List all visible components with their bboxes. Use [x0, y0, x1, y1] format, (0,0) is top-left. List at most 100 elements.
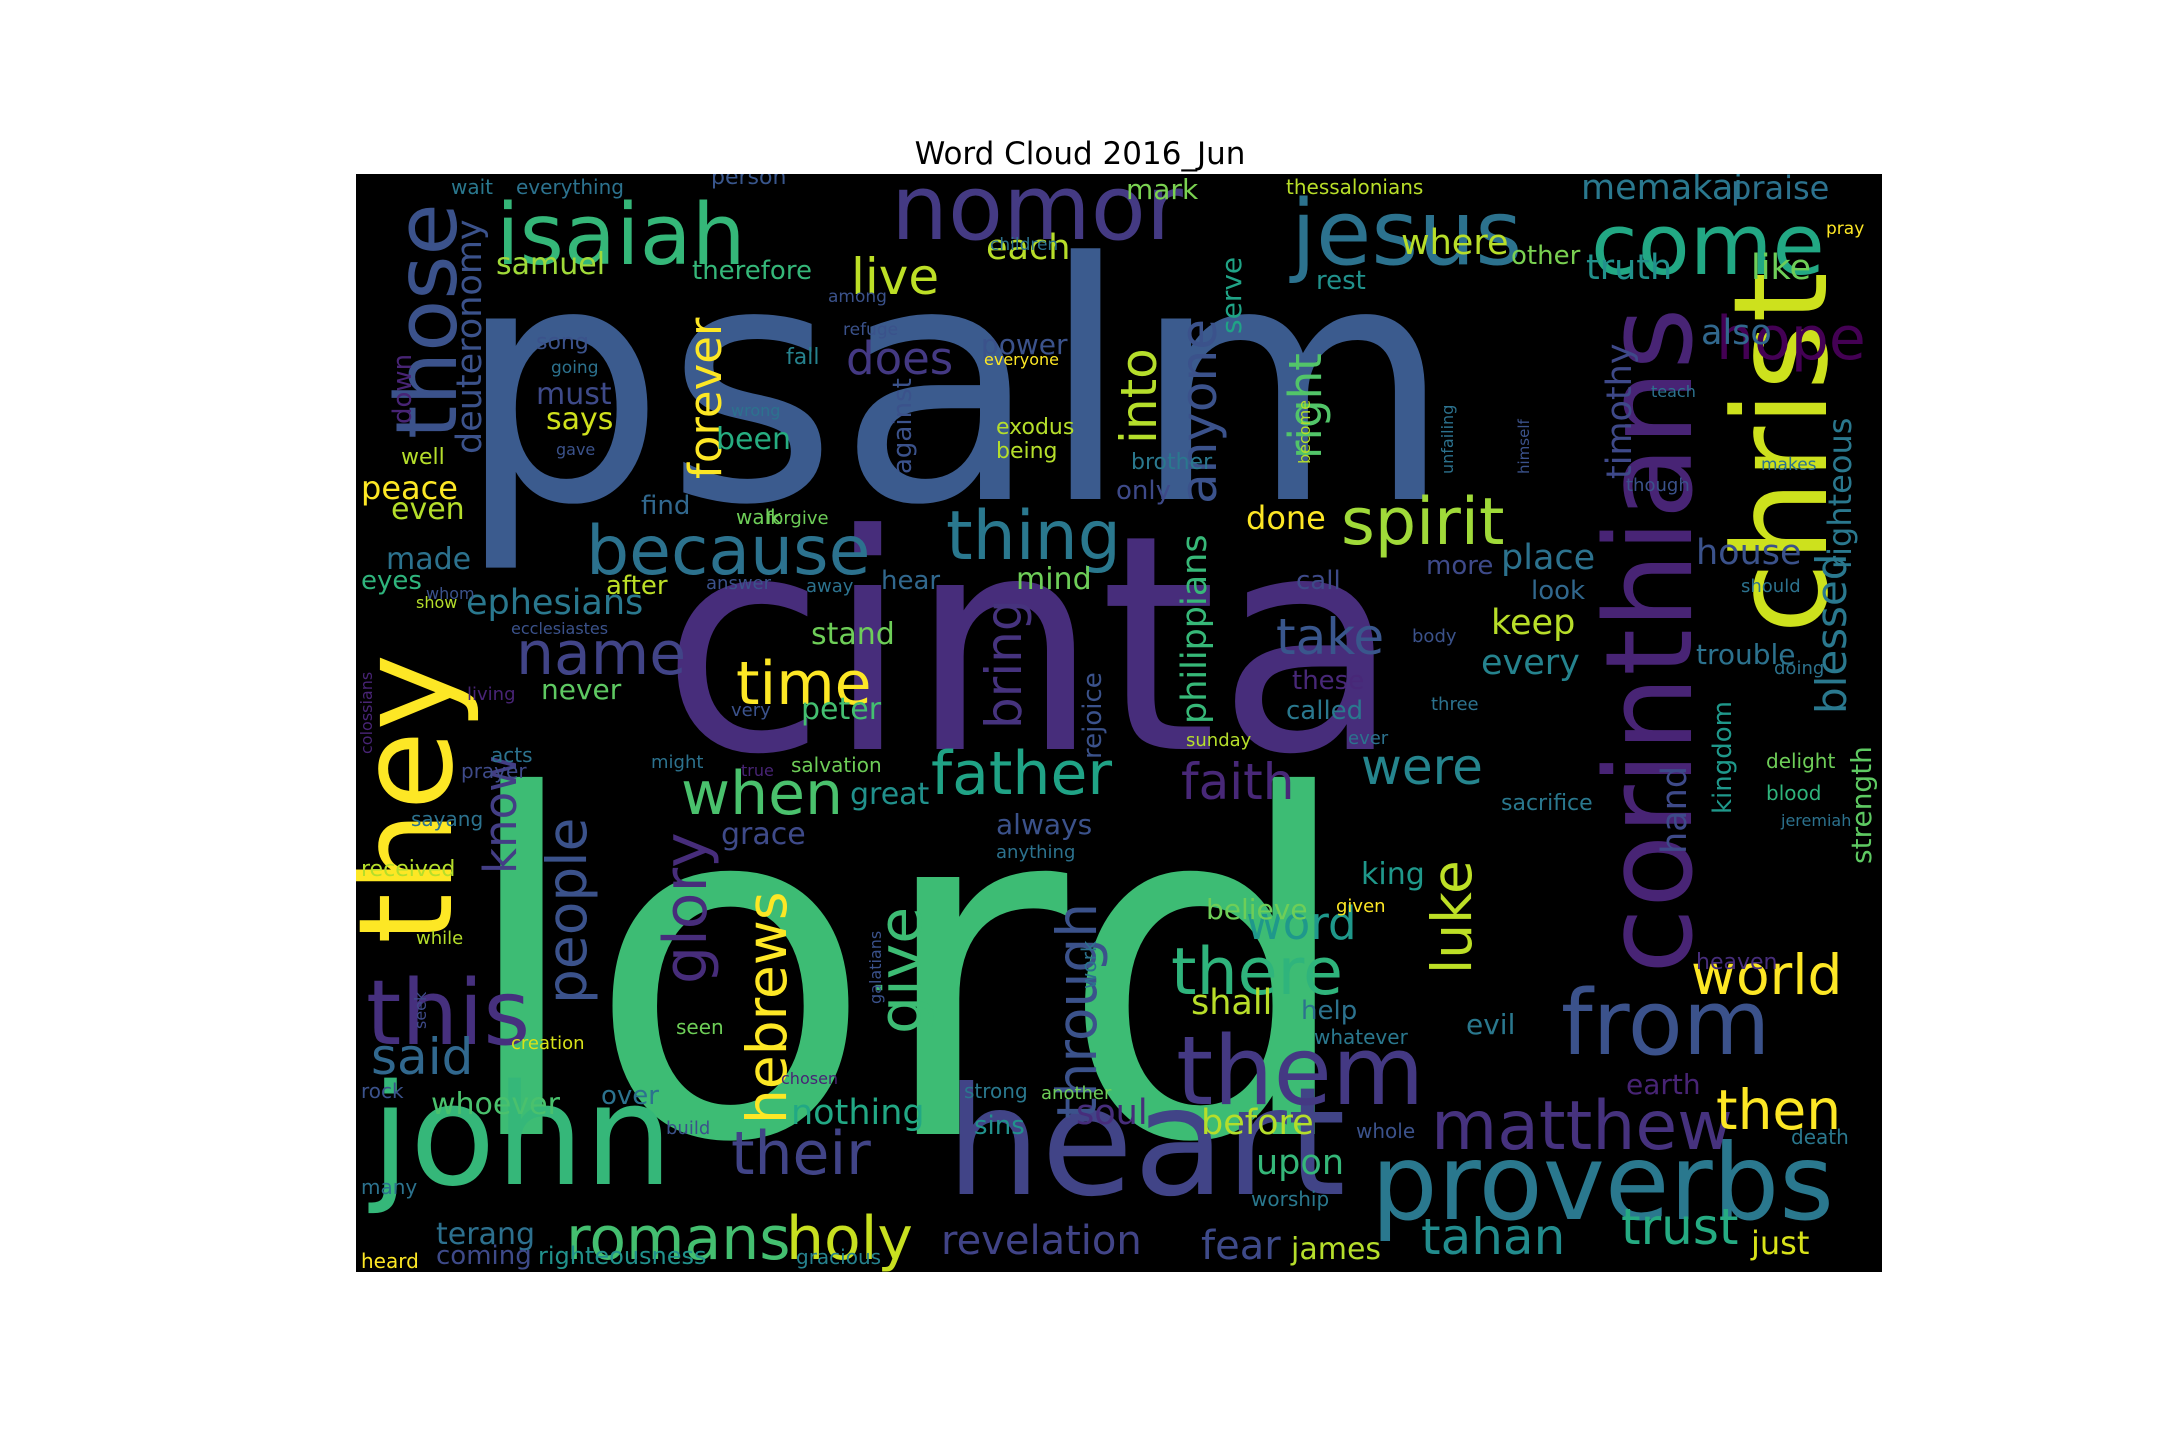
word-were: were — [1361, 738, 1483, 796]
word-makes: makes — [1761, 455, 1817, 475]
word-brother: brother — [1131, 450, 1213, 475]
word-help: help — [1301, 996, 1357, 1026]
word-peace: peace — [361, 469, 458, 507]
word-faith: faith — [1181, 753, 1294, 811]
word-glory: glory — [651, 832, 721, 984]
word-only: only — [1116, 476, 1171, 506]
word-psalm: psalm — [456, 193, 1453, 577]
word-into: into — [1110, 348, 1168, 444]
word-down: down — [388, 354, 418, 424]
word-grace: grace — [721, 817, 806, 852]
word-through: through — [1045, 903, 1109, 1119]
word-given: given — [1336, 896, 1386, 917]
word-therefore: therefore — [692, 256, 812, 286]
word-lord: lord — [456, 698, 1357, 1245]
word-spirit: spirit — [1341, 485, 1504, 560]
word-righteousness: righteousness — [538, 1242, 707, 1270]
word-death: death — [1791, 1125, 1849, 1149]
word-cloud-canvas: lord psalm cinta heart john christ corinthians… — [356, 174, 1882, 1272]
word-holy: holy — [786, 1204, 913, 1272]
word-walk: walk — [736, 505, 782, 529]
word-living: living — [467, 684, 516, 705]
word-though: though — [1626, 475, 1690, 496]
word-soul: soul — [1076, 1093, 1148, 1133]
word-rejoice: rejoice — [1078, 672, 1108, 759]
word-serve: serve — [1215, 257, 1248, 334]
word-doing: doing — [1774, 658, 1824, 679]
word-hope: hope — [1716, 304, 1866, 374]
word-house: house — [1696, 533, 1802, 573]
word-mark: mark — [1126, 174, 1199, 206]
word-ecclesiastes: ecclesiastes — [511, 619, 608, 638]
word-where: where — [1401, 223, 1509, 263]
word-memakai: memakai — [1581, 174, 1743, 208]
word-jesus: jesus — [1289, 181, 1522, 286]
word-corinthians: corinthians — [1581, 307, 1720, 974]
word-each: each — [986, 228, 1070, 268]
word-blessed: blessed — [1807, 554, 1856, 714]
word-should: should — [1741, 576, 1801, 597]
word-evil: evil — [1466, 1008, 1515, 1041]
word-take: take — [1276, 608, 1384, 666]
word-whoever: whoever — [431, 1087, 561, 1122]
word-work: work — [1077, 940, 1101, 989]
word-eyes: eyes — [361, 566, 422, 596]
word-answer: answer — [706, 573, 772, 594]
word-stand: stand — [811, 617, 895, 652]
word-show: show — [416, 593, 457, 612]
word-strength: strength — [1845, 746, 1878, 864]
word-forgive: forgive — [766, 508, 829, 529]
word-gracious: gracious — [796, 1245, 881, 1269]
word-nothing: nothing — [791, 1093, 925, 1133]
word-rest: rest — [1316, 266, 1366, 296]
word-person: person — [711, 174, 786, 190]
word-find: find — [641, 491, 690, 521]
word-everything: everything — [516, 175, 624, 199]
word-trouble: trouble — [1696, 638, 1796, 671]
word-heart: heart — [946, 1056, 1346, 1230]
word-whole: whole — [1356, 1119, 1415, 1143]
word-coming: coming — [436, 1241, 532, 1271]
word-anyone: anyone — [1170, 319, 1228, 504]
word-proverbs: proverbs — [1371, 1122, 1834, 1244]
word-hebrews: hebrews — [735, 892, 799, 1125]
word-they: they — [356, 654, 482, 944]
word-from: from — [1561, 971, 1770, 1076]
word-blood: blood — [1766, 781, 1821, 805]
word-shall: shall — [1191, 983, 1272, 1023]
word-trust: trust — [1621, 1198, 1739, 1256]
word-received: received — [361, 857, 455, 882]
word-whom: whom — [426, 584, 475, 603]
word-timothy: timothy — [1600, 343, 1640, 479]
word-nomor: nomor — [891, 174, 1183, 261]
word-exodus: exodus — [996, 415, 1074, 440]
word-among: among — [828, 287, 887, 307]
word-mind: mind — [1016, 562, 1092, 597]
word-gave: gave — [556, 440, 595, 459]
word-people: people — [535, 818, 599, 1004]
word-fall: fall — [786, 345, 819, 370]
word-always: always — [996, 808, 1092, 841]
word-other: other — [1511, 241, 1581, 271]
word-unfailing: unfailing — [1438, 405, 1457, 474]
word-when: when — [681, 759, 843, 829]
word-matthew: matthew — [1431, 1087, 1733, 1166]
word-earth: earth — [1626, 1068, 1701, 1101]
word-wait: wait — [451, 175, 493, 199]
word-very: very — [731, 700, 771, 721]
word-power: power — [981, 328, 1068, 361]
word-these: these — [1292, 666, 1364, 696]
word-rock: rock — [361, 1079, 404, 1103]
word-believe: believe — [1206, 893, 1308, 926]
word-might: might — [651, 752, 703, 773]
word-colossians: colossians — [357, 672, 376, 754]
word-heaven: heaven — [1696, 950, 1777, 975]
word-called: called — [1286, 696, 1363, 726]
word-cinta: cinta — [661, 471, 1401, 820]
word-thing: thing — [946, 497, 1121, 576]
word-chosen: chosen — [781, 1069, 838, 1088]
word-creation: creation — [511, 1033, 585, 1054]
word-christ: christ — [1705, 272, 1857, 634]
word-strong: strong — [964, 1079, 1028, 1103]
word-done: done — [1246, 499, 1326, 537]
